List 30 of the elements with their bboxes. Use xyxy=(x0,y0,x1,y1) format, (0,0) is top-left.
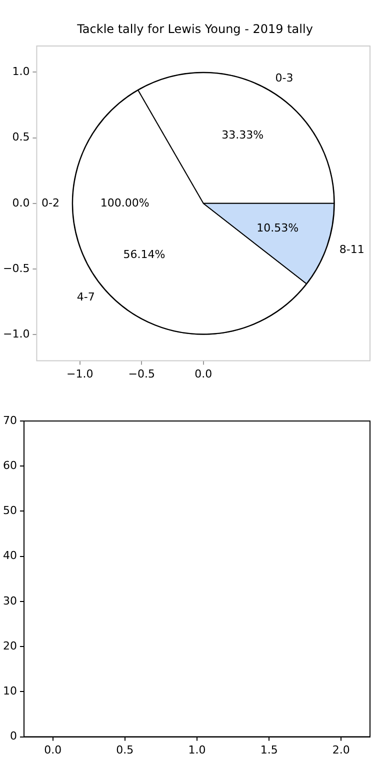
y-tick-label: 70 xyxy=(2,414,17,427)
y-tick-label: 0.5 xyxy=(12,130,30,144)
y-tick-label: −0.5 xyxy=(2,262,30,275)
slice-label: 0-3 xyxy=(275,72,294,85)
y-tick-label: 50 xyxy=(2,504,17,518)
x-tick-label: 0.0 xyxy=(44,743,62,756)
x-tick-label: −0.5 xyxy=(128,367,155,380)
y-tick-label: 20 xyxy=(2,639,17,652)
y-tick-label: 60 xyxy=(2,458,17,472)
y-tick-label: 0.0 xyxy=(12,196,30,210)
x-tick-label: 1.0 xyxy=(188,743,206,756)
x-tick-label: 1.5 xyxy=(260,743,278,756)
x-tick-label: 0.0 xyxy=(194,367,212,380)
y-tick-label: 0 xyxy=(10,730,17,743)
y-tick-label: 40 xyxy=(2,549,17,562)
y-tick-label: 1.0 xyxy=(12,65,30,78)
data-label: 33.33% xyxy=(222,128,264,142)
x-tick-label: −1.0 xyxy=(66,367,94,380)
text: 100.00% xyxy=(100,196,150,210)
x-tick-label: 2.0 xyxy=(332,743,350,756)
category-label: 0-2 xyxy=(42,196,60,210)
y-tick-label: −1.0 xyxy=(2,327,30,340)
slice-label: 4-7 xyxy=(76,290,95,304)
x-tick-label: 0.5 xyxy=(116,743,134,756)
data-label: 56.14% xyxy=(123,248,166,261)
data-label: 10.53% xyxy=(256,222,299,235)
slice-label: 8-11 xyxy=(339,242,364,256)
y-tick-label: 30 xyxy=(2,594,17,608)
chart-title: Tackle tally for Lewis Young - 2019 tally xyxy=(76,22,313,36)
y-tick-label: 10 xyxy=(2,684,17,698)
